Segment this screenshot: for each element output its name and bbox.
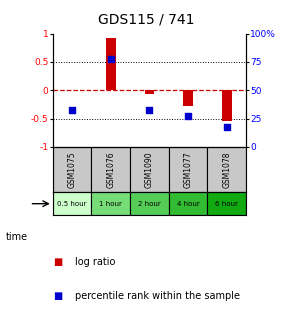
Text: ■: ■ (53, 291, 62, 301)
Text: GSM1075: GSM1075 (68, 151, 76, 188)
Text: log ratio: log ratio (75, 257, 115, 267)
Text: time: time (6, 232, 28, 242)
Text: 1 hour: 1 hour (99, 201, 122, 207)
Bar (222, 90, 231, 122)
Bar (91, 147, 130, 192)
Point (186, 114, 190, 119)
Text: 6 hour: 6 hour (215, 201, 238, 207)
Text: 0.5 hour: 0.5 hour (57, 201, 87, 207)
Text: GDS115 / 741: GDS115 / 741 (98, 13, 195, 27)
Bar (169, 192, 207, 215)
Text: GSM1077: GSM1077 (184, 151, 193, 188)
Bar (130, 147, 169, 192)
Bar (130, 192, 169, 215)
Bar (207, 147, 246, 192)
Point (224, 124, 229, 129)
Text: GSM1078: GSM1078 (222, 152, 231, 188)
Bar (53, 192, 91, 215)
Text: GSM1090: GSM1090 (145, 151, 154, 188)
Bar (144, 90, 154, 94)
Text: ■: ■ (53, 257, 62, 267)
Text: percentile rank within the sample: percentile rank within the sample (75, 291, 240, 301)
Text: 4 hour: 4 hour (177, 201, 200, 207)
Bar (207, 192, 246, 215)
Text: 2 hour: 2 hour (138, 201, 161, 207)
Bar (106, 38, 115, 90)
Text: GSM1076: GSM1076 (106, 151, 115, 188)
Bar (91, 192, 130, 215)
Bar (183, 90, 193, 106)
Bar (169, 147, 207, 192)
Bar (53, 147, 91, 192)
Point (108, 56, 113, 61)
Point (147, 107, 152, 112)
Point (70, 107, 74, 112)
